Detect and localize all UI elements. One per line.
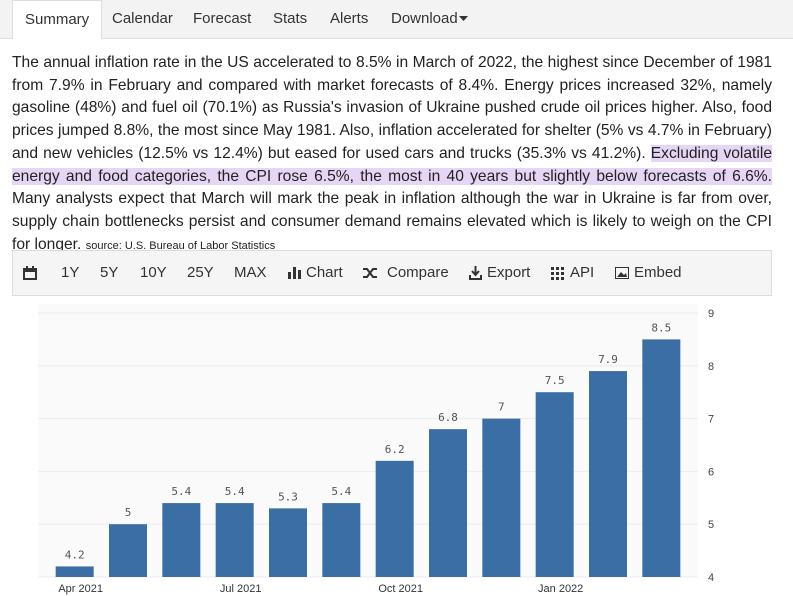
y-tick-label: 6 (708, 466, 714, 478)
toolbar-button[interactable]: Compare (387, 264, 449, 281)
embed-icon (615, 267, 629, 279)
y-tick-label: 5 (708, 519, 714, 531)
bar (109, 524, 147, 577)
range-button[interactable]: 25Y (187, 264, 214, 281)
value-label: 7 (498, 401, 505, 414)
x-tick-label: Apr 2021 (58, 583, 103, 595)
tab-bar: Summary Calendar Forecast Stats Alerts D… (0, 0, 793, 39)
value-label: 7.9 (598, 353, 618, 366)
range-button[interactable]: 10Y (140, 264, 167, 281)
value-label: 5.3 (278, 490, 298, 503)
calendar-icon[interactable] (23, 266, 37, 280)
bar (642, 339, 681, 577)
api-icon (551, 267, 564, 280)
bar (55, 566, 94, 577)
x-tick-label: Jan 2022 (538, 583, 583, 595)
text: The annual inflation rate in the US acce… (12, 54, 772, 162)
tab[interactable]: Summary (12, 0, 103, 39)
value-label: 7.5 (545, 374, 565, 387)
tab[interactable]: Alerts (330, 10, 369, 27)
toolbar-button[interactable]: Chart (306, 264, 343, 281)
value-label: 4.2 (65, 548, 85, 561)
value-label: 5.4 (331, 485, 351, 498)
export-icon (469, 266, 482, 280)
range-button[interactable]: 5Y (100, 264, 119, 281)
bar (535, 392, 574, 577)
y-tick-label: 8 (708, 361, 714, 373)
range-button[interactable]: MAX (234, 264, 267, 281)
bar (322, 503, 361, 577)
tab[interactable]: Stats (273, 10, 308, 27)
value-label: 5.4 (171, 485, 191, 498)
chart: 4 5 6 7 8 9 Apr 2021 4.2 5 5.4 Jul 2021 5.4 5.3 5.4 Oc… (38, 304, 714, 595)
tab[interactable]: Calendar (112, 10, 173, 27)
caret (459, 16, 468, 21)
x-tick-label: Jul 2021 (220, 583, 262, 595)
y-tick-label: 7 (708, 414, 714, 426)
x-tick-label: Oct 2021 (378, 583, 423, 595)
value-label: 5 (125, 506, 132, 519)
source: source: U.S. Bureau of Labor Statistics (85, 239, 276, 252)
toolbar-button[interactable]: Export (487, 264, 531, 281)
bar (269, 508, 307, 577)
toolbar-button[interactable]: Embed (634, 264, 682, 281)
tab[interactable]: Download (391, 10, 458, 27)
toolbar-button[interactable]: API (570, 264, 595, 281)
range-button[interactable]: 1Y (61, 264, 80, 281)
bar (589, 371, 627, 577)
value-label: 6.2 (385, 443, 405, 456)
chart-icon (288, 267, 301, 279)
bar (482, 418, 521, 577)
bar (215, 503, 254, 577)
toolbar: 1Y 5Y 10Y 25Y MAX Chart Compare Export A… (12, 250, 772, 296)
value-label: 5.4 (225, 485, 245, 498)
y-tick-label: 9 (708, 308, 714, 320)
bar (162, 503, 201, 577)
compare-icon (363, 268, 377, 278)
value-label: 8.5 (651, 321, 671, 334)
y-tick-label: 4 (708, 572, 714, 584)
tab[interactable]: Forecast (193, 10, 252, 27)
value-label: 6.8 (438, 411, 458, 424)
bar (429, 429, 467, 577)
bar (375, 460, 414, 577)
summary: The annual inflation rate in the US acce… (12, 52, 772, 257)
plot-background (38, 304, 698, 577)
text: Many analysts expect that March will mar… (12, 190, 772, 253)
